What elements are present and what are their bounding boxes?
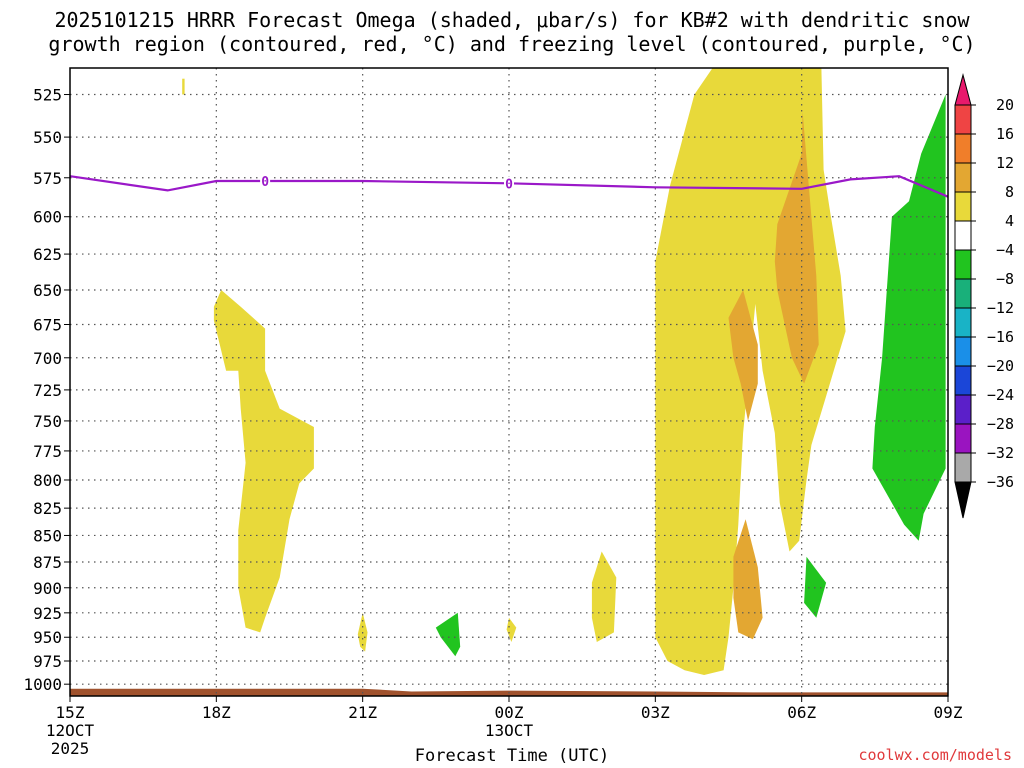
colorbar-label-7: −12: [987, 299, 1014, 317]
y-tick-label-875: 875: [33, 553, 62, 572]
colorbar-segment-5: [954, 220, 972, 251]
omega-region-1: [213, 290, 314, 633]
x-tick-label-15Z: 15Z: [56, 703, 85, 722]
colorbar-label-13: −36: [987, 473, 1014, 491]
credit-text: coolwx.com/models: [858, 746, 1012, 764]
omega-region-8: [774, 111, 819, 384]
colorbar-label-4: 4: [1005, 212, 1014, 230]
x-tick-label-06Z: 06Z: [787, 703, 816, 722]
x-axis-label: Forecast Time (UTC): [414, 746, 610, 766]
y-tick-label-650: 650: [33, 281, 62, 300]
chart-title-block: 2025101215 HRRR Forecast Omega (shaded, …: [0, 8, 1024, 56]
chart-subtitle: growth region (contoured, red, °C) and f…: [48, 32, 976, 56]
colorbar-segment-7: [954, 278, 972, 309]
colorbar-segment-9: [954, 336, 972, 367]
colorbar-label-2: 12: [996, 154, 1014, 172]
omega-region-11: [435, 612, 461, 657]
colorbar-label-12: −32: [987, 444, 1014, 462]
plot-frame: [69, 67, 949, 697]
colorbar-segment-3: [954, 162, 972, 193]
omega-region-6: [728, 290, 758, 421]
x-tick-label-21Z: 21Z: [348, 703, 377, 722]
colorbar-top-arrow: [954, 73, 972, 106]
y-tick-label-1000: 1000: [23, 675, 62, 694]
colorbar-segment-8: [954, 307, 972, 338]
colorbar-label-9: −20: [987, 357, 1014, 375]
x-tick-label-00Z: 00Z: [495, 703, 524, 722]
colorbar-segment-10: [954, 365, 972, 396]
y-tick-label-600: 600: [33, 208, 62, 227]
omega-region-3: [506, 617, 517, 642]
y-tick-label-575: 575: [33, 169, 62, 188]
omega-region-7: [733, 519, 763, 640]
colorbar-segment-13: [954, 452, 972, 483]
y-tick-label-900: 900: [33, 579, 62, 598]
y-tick-label-700: 700: [33, 349, 62, 368]
omega-region-0: [182, 78, 185, 95]
x-tick-sublabel-12OCT: 12OCT: [46, 721, 95, 740]
colorbar-segment-1: [954, 104, 972, 135]
colorbar-label-1: 16: [996, 125, 1014, 143]
y-tick-label-625: 625: [33, 245, 62, 264]
colorbar-segment-4: [954, 191, 972, 222]
y-tick-label-775: 775: [33, 442, 62, 461]
y-tick-label-825: 825: [33, 499, 62, 518]
y-tick-label-750: 750: [33, 412, 62, 431]
colorbar-segment-6: [954, 249, 972, 280]
colorbar-label-0: 20: [996, 96, 1014, 114]
freezing-level-label-0: 0: [261, 175, 269, 190]
y-tick-label-800: 800: [33, 471, 62, 490]
x-tick-label-18Z: 18Z: [202, 703, 231, 722]
x-tick-label-03Z: 03Z: [641, 703, 670, 722]
freezing-level-label-1: 0: [505, 177, 513, 192]
x-tick-sublabel-13OCT: 13OCT: [485, 721, 534, 740]
y-tick-label-675: 675: [33, 316, 62, 335]
colorbar-bottom-arrow: [954, 481, 972, 519]
y-tick-label-525: 525: [33, 86, 62, 105]
y-tick-label-550: 550: [33, 128, 62, 147]
chart-title: 2025101215 HRRR Forecast Omega (shaded, …: [54, 8, 970, 32]
colorbar-segment-2: [954, 133, 972, 164]
omega-region-9: [872, 94, 946, 541]
freezing-level-label-bg-1: [504, 176, 514, 191]
x-tick-label-09Z: 09Z: [934, 703, 963, 722]
x-tick-sublabel-2025: 2025: [51, 739, 90, 758]
colorbar-label-3: 8: [1005, 183, 1014, 201]
colorbar-segment-12: [954, 423, 972, 454]
colorbar-label-5: −4: [996, 241, 1014, 259]
y-tick-label-850: 850: [33, 526, 62, 545]
y-tick-label-925: 925: [33, 604, 62, 623]
freezing-level-label-bg-0: [260, 173, 271, 188]
y-tick-label-975: 975: [33, 652, 62, 671]
y-tick-label-725: 725: [33, 381, 62, 400]
y-tick-label-950: 950: [33, 628, 62, 647]
colorbar-label-8: −16: [987, 328, 1014, 346]
freezing-level-line: [70, 175, 948, 198]
omega-region-4: [591, 551, 617, 642]
colorbar-label-10: −24: [987, 386, 1014, 404]
colorbar-label-6: −8: [996, 270, 1014, 288]
colorbar-label-11: −28: [987, 415, 1014, 433]
colorbar-segment-11: [954, 394, 972, 425]
